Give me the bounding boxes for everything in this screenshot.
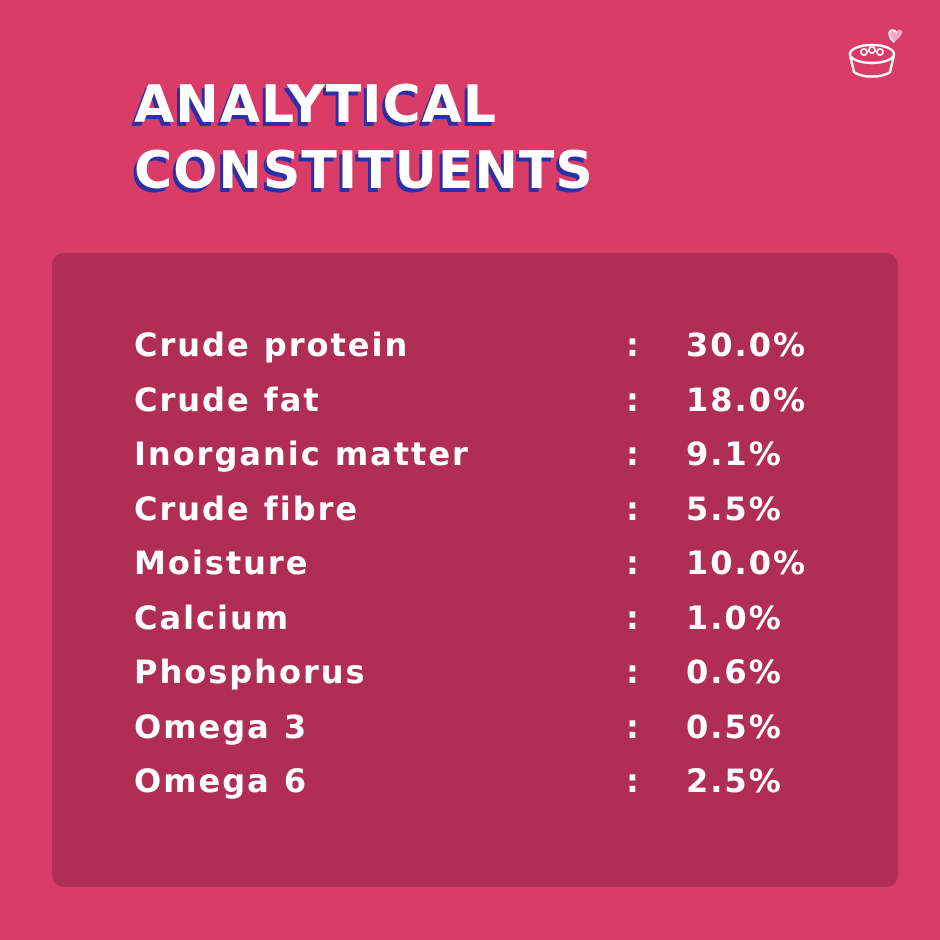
constituent-value: 0.5% xyxy=(686,707,783,746)
constituent-row: Moisture: 10.0% xyxy=(134,536,854,591)
constituent-separator: : xyxy=(626,435,641,473)
page-title: ANALYTICAL CONSTITUENTS xyxy=(134,72,594,204)
constituent-separator: : xyxy=(626,326,641,364)
constituent-row: Crude fibre: 5.5% xyxy=(134,482,854,537)
constituent-value: 5.5% xyxy=(686,489,783,528)
constituent-value: 18.0% xyxy=(686,380,808,419)
constituent-value: 9.1% xyxy=(686,435,783,473)
constituent-value: 10.0% xyxy=(686,544,808,582)
constituent-separator: : xyxy=(626,653,641,691)
title-line-1: ANALYTICAL xyxy=(134,75,498,135)
title-line-2: CONSTITUENTS xyxy=(134,141,594,201)
pet-food-bowl-heart-icon xyxy=(848,29,903,78)
constituent-label: Omega 6 xyxy=(134,762,309,800)
constituent-value: 2.5% xyxy=(686,762,783,800)
constituent-value: 30.0% xyxy=(686,326,808,364)
constituents-list: Crude protein: 30.0% Crude fat: 18.0% Inorga… xyxy=(134,318,854,809)
constituent-row: Omega 3: 0.5% xyxy=(134,700,854,755)
constituent-label: Crude fibre xyxy=(134,489,360,528)
constituent-separator: : xyxy=(626,380,641,419)
constituent-separator: : xyxy=(626,489,641,528)
constituent-row: Omega 6: 2.5% xyxy=(134,754,854,809)
constituent-value: 0.6% xyxy=(686,653,783,691)
constituent-row: Calcium: 1.0% xyxy=(134,591,854,646)
constituent-label: Moisture xyxy=(134,544,310,582)
constituent-label: Crude fat xyxy=(134,380,321,419)
constituent-value: 1.0% xyxy=(686,598,783,637)
constituent-label: Inorganic matter xyxy=(134,435,470,473)
constituent-separator: : xyxy=(626,762,641,800)
constituent-label: Crude protein xyxy=(134,326,410,364)
constituent-label: Omega 3 xyxy=(134,707,309,746)
constituent-label: Phosphorus xyxy=(134,653,367,691)
constituent-row: Inorganic matter: 9.1% xyxy=(134,427,854,482)
constituents-panel: Crude protein: 30.0% Crude fat: 18.0% Inorga… xyxy=(52,253,898,887)
constituent-label: Calcium xyxy=(134,598,291,637)
constituent-row: Crude fat: 18.0% xyxy=(134,373,854,428)
constituent-separator: : xyxy=(626,598,641,637)
constituent-row: Phosphorus: 0.6% xyxy=(134,645,854,700)
constituent-separator: : xyxy=(626,544,641,582)
constituent-separator: : xyxy=(626,707,641,746)
constituent-row: Crude protein: 30.0% xyxy=(134,318,854,373)
